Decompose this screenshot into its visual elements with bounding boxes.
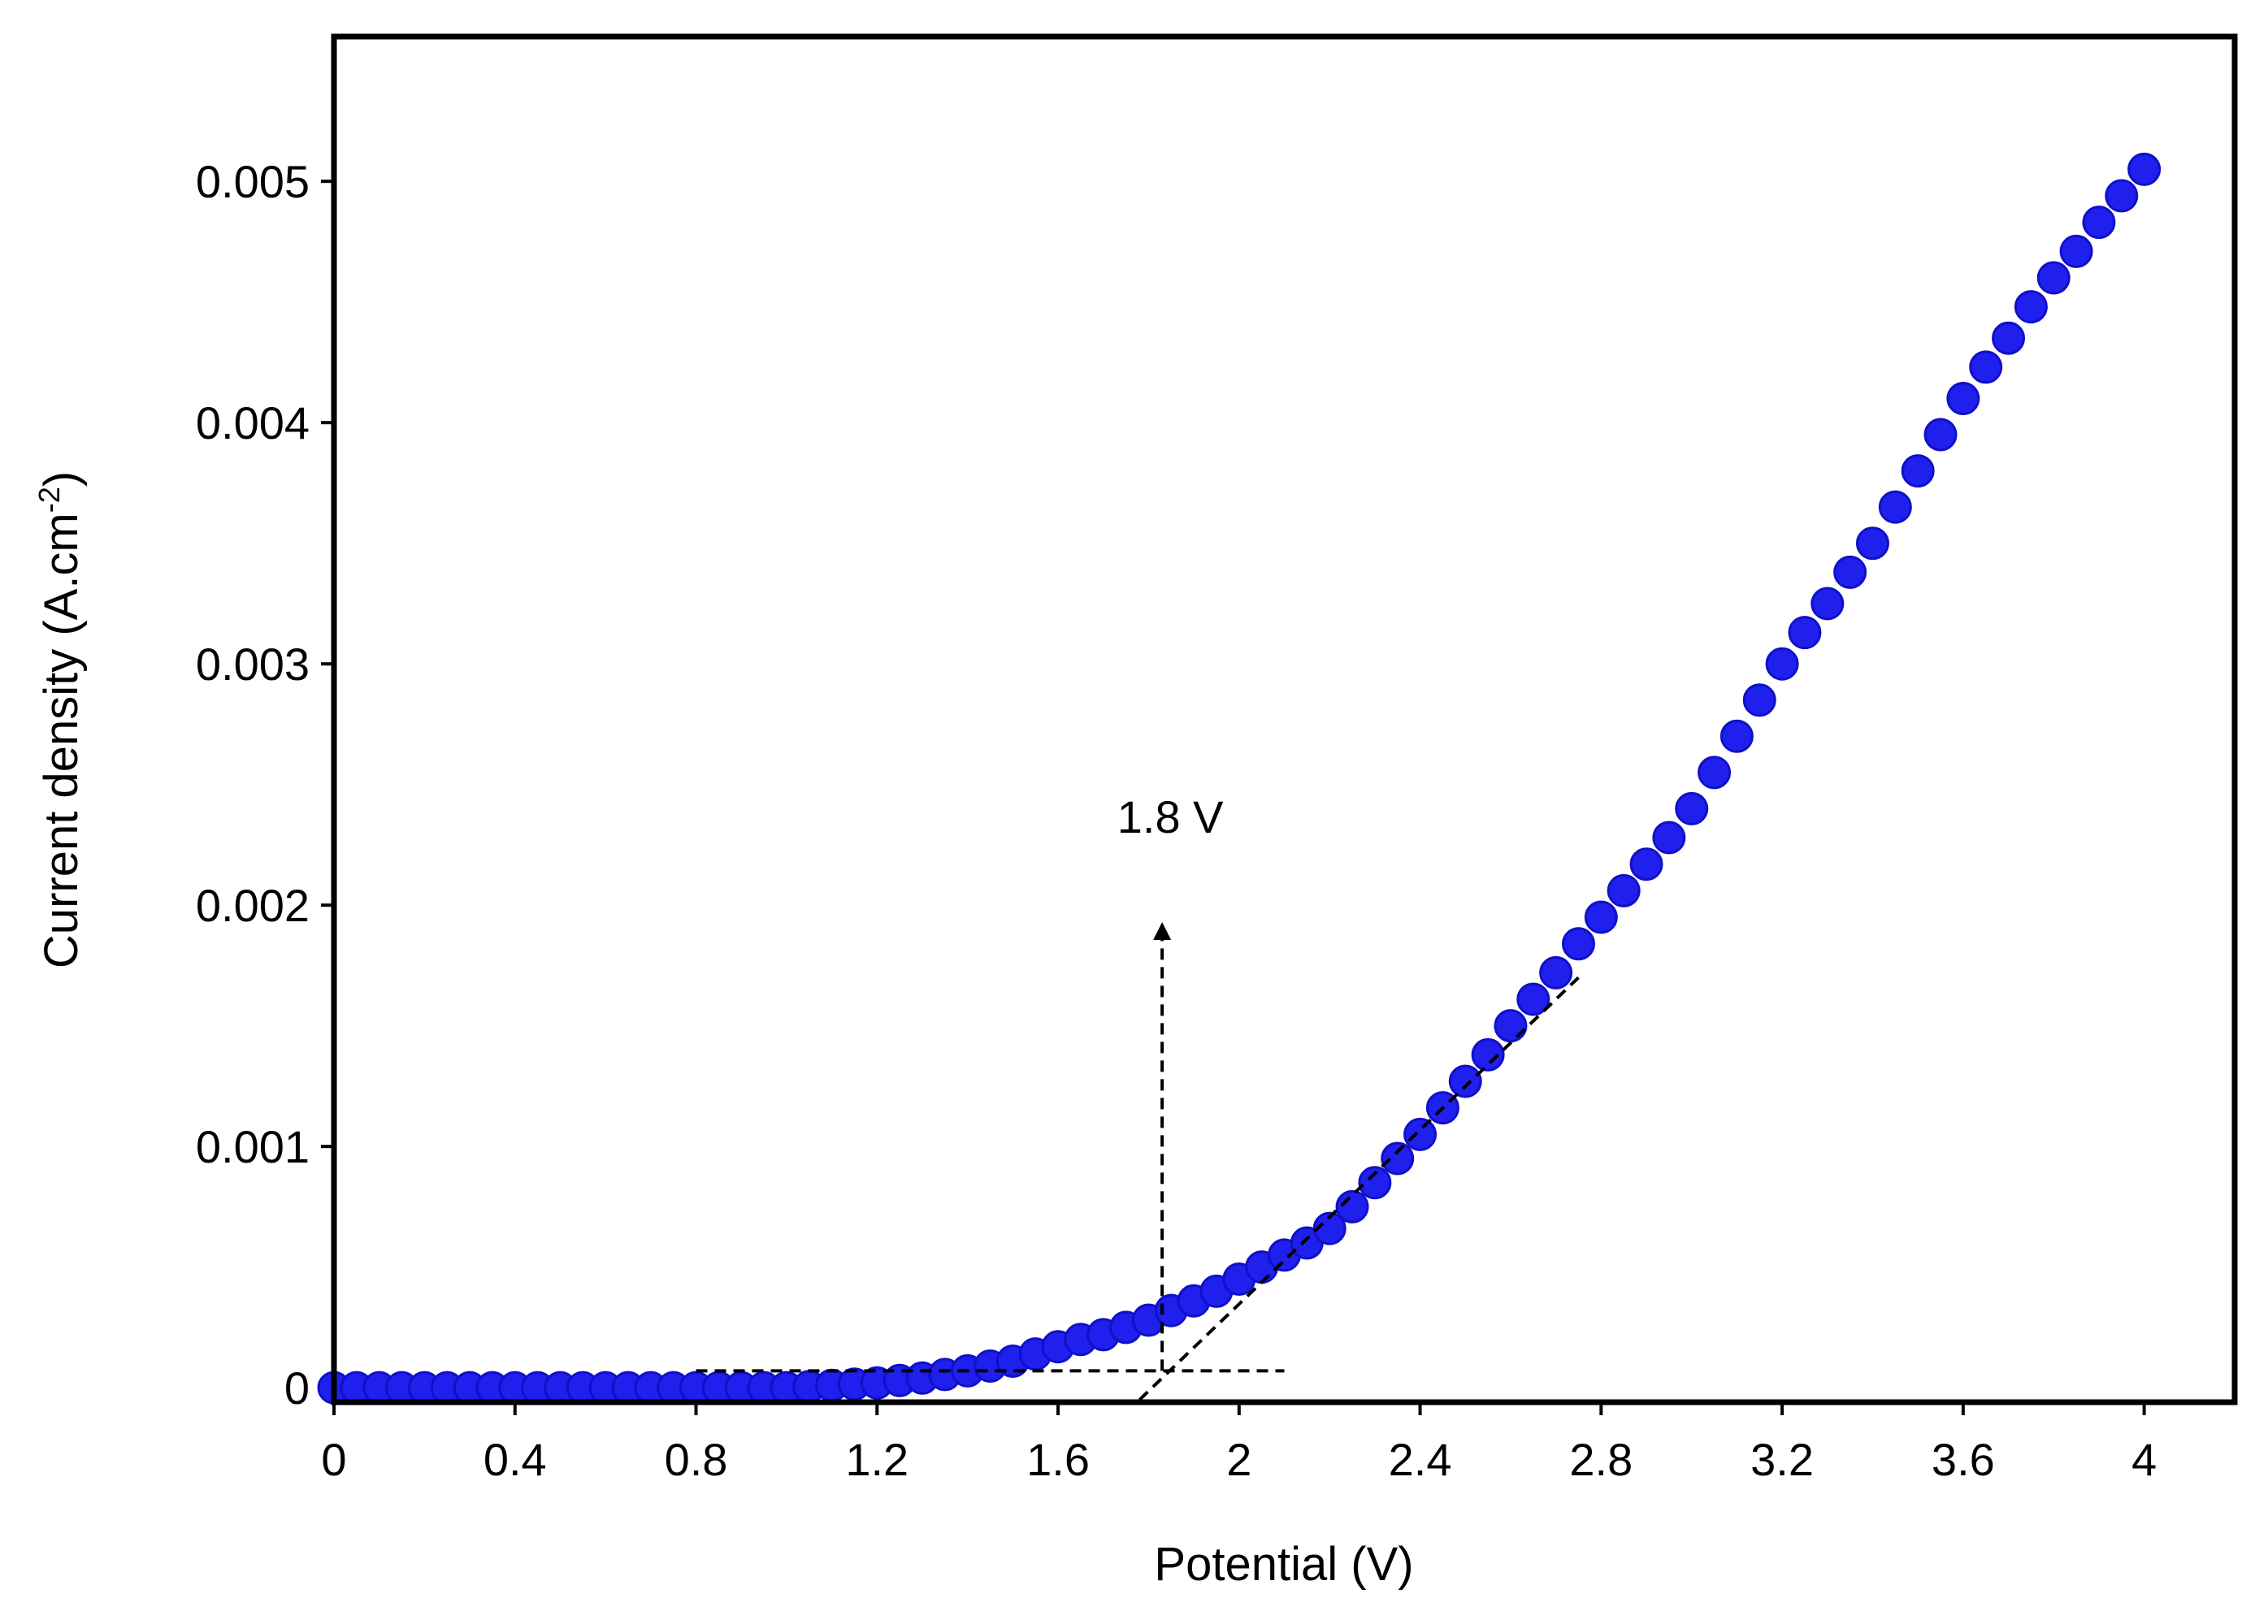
y-tick-label: 0.002 <box>196 880 310 931</box>
y-axis-label: Current density (A.cm-2) <box>33 471 88 968</box>
data-point <box>2036 261 2071 295</box>
data-point <box>2059 234 2093 268</box>
y-tick-label: 0 <box>284 1362 310 1414</box>
data-point <box>1335 1189 1369 1223</box>
y-axis-label-main: Current density (A.cm <box>35 513 88 968</box>
data-point <box>1855 526 1889 561</box>
data-point <box>1539 955 1573 990</box>
y-axis-label-sup: -2 <box>33 487 66 513</box>
plot-frame <box>331 33 2238 1405</box>
data-point <box>2127 152 2162 186</box>
x-axis-label: Potential (V) <box>1154 1538 1413 1591</box>
x-tick-label: 0.4 <box>484 1434 547 1485</box>
data-point <box>1381 1141 1415 1176</box>
data-point <box>1312 1211 1346 1245</box>
data-point <box>1516 982 1550 1016</box>
data-point <box>2014 290 2048 324</box>
data-point <box>2082 206 2116 240</box>
data-point <box>1923 418 1958 452</box>
data-point <box>1833 555 1867 589</box>
y-tick-label: 0.003 <box>196 639 310 690</box>
x-tick-label: 3.6 <box>1932 1434 1995 1485</box>
data-point <box>1901 454 1935 488</box>
data-point <box>1969 350 2003 384</box>
data-point <box>1810 587 1845 621</box>
x-tick-label: 2.4 <box>1389 1434 1452 1485</box>
y-tick-label: 0.005 <box>196 156 310 207</box>
y-tick-label: 0.004 <box>196 397 310 448</box>
y-axis-label-end: ) <box>35 471 88 487</box>
data-point <box>1607 873 1641 907</box>
data-point <box>1403 1117 1438 1151</box>
data-point <box>1358 1166 1392 1200</box>
x-tick-label: 4 <box>2131 1434 2157 1485</box>
data-point <box>1765 647 1799 681</box>
tangent-dash <box>1138 976 1580 1401</box>
data-point <box>1448 1064 1482 1098</box>
data-point <box>1629 847 1663 881</box>
x-tick-label: 3.2 <box>1750 1434 1814 1485</box>
data-point <box>1471 1037 1505 1072</box>
x-tick-label: 0 <box>321 1434 346 1485</box>
data-point <box>1946 381 1980 415</box>
x-tick-label: 1.2 <box>845 1434 909 1485</box>
arrow-head <box>1153 921 1172 940</box>
data-point <box>1675 791 1709 825</box>
data-point <box>1584 900 1618 934</box>
data-point <box>1742 683 1776 717</box>
data-point <box>1652 821 1686 855</box>
data-point <box>1561 927 1595 961</box>
data-point <box>1494 1009 1528 1043</box>
x-tick-label: 1.6 <box>1026 1434 1090 1485</box>
data-point <box>1788 616 1822 650</box>
data-point <box>1878 490 1912 524</box>
x-tick-label: 0.8 <box>665 1434 728 1485</box>
annotation: 1.8 V <box>1117 791 1224 842</box>
y-tick-label: 0.001 <box>196 1121 310 1172</box>
x-tick-label: 2 <box>1226 1434 1251 1485</box>
data-point <box>1698 756 1732 790</box>
x-tick-label: 2.8 <box>1569 1434 1633 1485</box>
data-point <box>1719 719 1754 753</box>
data-point <box>2105 179 2139 213</box>
data-point <box>1992 321 2026 355</box>
